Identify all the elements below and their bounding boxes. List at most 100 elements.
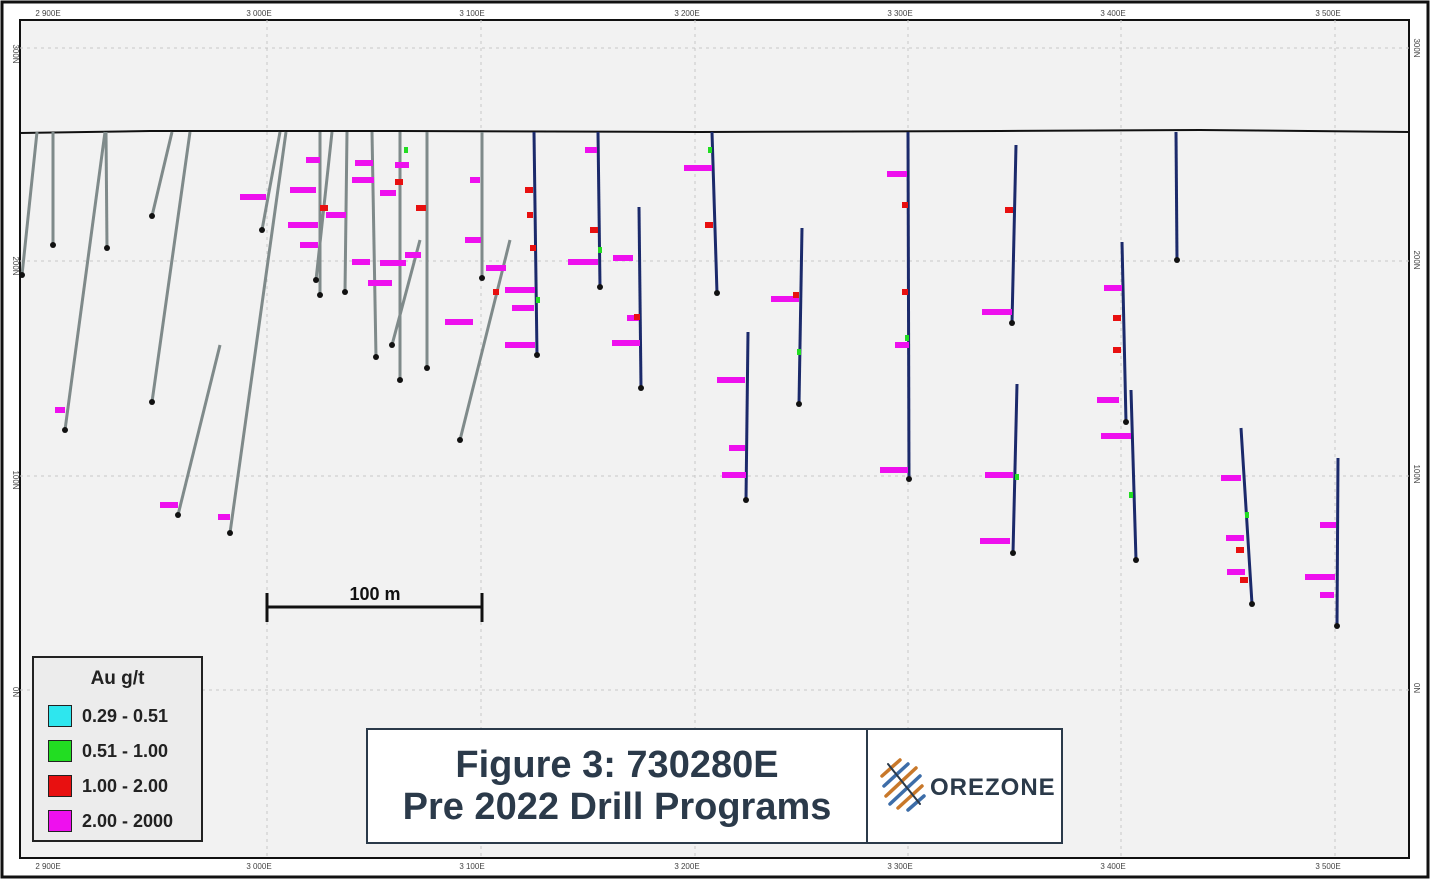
northing-label: 300N [11, 44, 20, 63]
company-logo: OREZONE [870, 730, 1061, 842]
logo-wordmark: OREZONE [930, 774, 1056, 801]
drill-hole-end [104, 245, 110, 251]
assay-intercept-bar [1305, 574, 1335, 580]
drill-hole-trace [150, 131, 174, 217]
easting-label: 3 300E [887, 862, 912, 871]
drill-hole-end [342, 289, 348, 295]
legend-title: Au g/t [90, 668, 145, 689]
orezone-logo-icon [880, 758, 926, 812]
assay-intercept-bar [326, 212, 346, 218]
assay-intercept-bar [1236, 547, 1244, 553]
drill-hole-trace [63, 131, 107, 431]
assay-intercept-bar [1320, 522, 1336, 528]
assay-intercept-bar [1005, 207, 1013, 213]
legend-label: 2.00 - 2000 [82, 810, 174, 831]
assay-intercept-bar [1113, 315, 1121, 321]
assay-intercept-bar [288, 222, 318, 228]
northing-label: 200N [1412, 250, 1421, 269]
assay-intercept-bar [980, 538, 1010, 544]
legend-swatch [48, 810, 72, 832]
legend-item: 0.51 - 1.00 [48, 739, 168, 763]
assay-intercept-bar [722, 472, 746, 478]
drill-hole-trace [797, 227, 804, 405]
assay-intercept-bar [887, 171, 907, 177]
assay-intercept-bar [320, 205, 328, 211]
drill-hole-end [457, 437, 463, 443]
scale-bar-label: 100 m [349, 584, 400, 604]
drill-hole-end [743, 497, 749, 503]
assay-intercept-bar [1226, 535, 1244, 541]
figure-title: Figure 3: 730280E Pre 2022 Drill Program… [368, 730, 866, 842]
assay-intercept-bar [505, 287, 535, 293]
drill-hole-end [638, 385, 644, 391]
assay-intercept-bar [1221, 475, 1241, 481]
drill-hole-end [373, 354, 379, 360]
easting-label: 3 500E [1315, 862, 1340, 871]
assay-intercept-bar [160, 502, 178, 508]
easting-label: 2 900E [35, 9, 60, 18]
drill-hole-end [259, 227, 265, 233]
assay-intercept-bar [1227, 569, 1245, 575]
assay-intercept-bar [1104, 285, 1122, 291]
assay-intercept-bar [493, 289, 499, 295]
northing-labels-right: 300N 200N 100N 0N [1412, 38, 1421, 693]
drill-hole-end [424, 365, 430, 371]
assay-intercept-bar [895, 342, 909, 348]
assay-intercept-bar [55, 407, 65, 413]
figure-title-line-2: Pre 2022 Drill Programs [402, 786, 832, 828]
assay-intercept-bar [880, 467, 908, 473]
assay-intercept-bar [355, 160, 373, 166]
easting-labels-top: 2 900E 3 000E 3 100E 3 200E 3 300E 3 400… [35, 9, 1340, 18]
assay-intercept-bar [982, 309, 1012, 315]
legend-swatch [48, 705, 72, 727]
drill-hole-end [313, 277, 319, 283]
northing-label: 0N [1412, 683, 1421, 693]
assay-intercept-bar [717, 377, 745, 383]
assay-intercept-bar [404, 147, 408, 153]
drill-hole-trace [532, 131, 539, 356]
drill-hole-trace [150, 131, 192, 403]
drill-hole-trace [1120, 241, 1128, 423]
assay-intercept-bar [536, 297, 540, 303]
drill-hole-trace [596, 131, 602, 288]
title-divider [866, 730, 868, 842]
assay-intercept-bar [368, 280, 392, 286]
drill-hole-trace [458, 239, 512, 441]
easting-label: 3 400E [1100, 862, 1125, 871]
easting-label: 3 200E [674, 9, 699, 18]
drill-hole-end [796, 401, 802, 407]
drill-hole-end [149, 213, 155, 219]
drill-hole-trace [176, 344, 222, 516]
assay-intercept-bar [380, 260, 406, 266]
figure-title-line-1: Figure 3: 730280E [455, 744, 779, 786]
assay-intercept-bar [705, 222, 713, 228]
drill-hole-end [906, 476, 912, 482]
assay-intercept-bar [905, 335, 909, 341]
drill-hole-end [149, 399, 155, 405]
drill-hole-trace [1174, 131, 1179, 261]
legend-label: 0.29 - 0.51 [82, 705, 169, 726]
grid-lines [20, 20, 1409, 858]
assay-intercept-bar [771, 296, 799, 302]
northing-label: 200N [11, 256, 20, 275]
drill-hole-end [1010, 550, 1016, 556]
assay-intercept-bar [590, 227, 598, 233]
assay-intercept-bar [568, 259, 598, 265]
easting-label: 2 900E [35, 862, 60, 871]
assay-intercept-bar [290, 187, 316, 193]
legend-swatch [48, 775, 72, 797]
assay-intercept-bar [395, 162, 409, 168]
assay-intercept-bar [627, 315, 639, 321]
drill-hole-end [714, 290, 720, 296]
drill-hole-end [1334, 623, 1340, 629]
legend-label: 1.00 - 2.00 [82, 775, 169, 796]
drill-hole-trace [710, 131, 719, 294]
easting-label: 3 000E [246, 862, 271, 871]
drill-hole-end [389, 342, 395, 348]
easting-label: 3 200E [674, 862, 699, 871]
drill-hole-end [227, 530, 233, 536]
drill-holes [19, 131, 1340, 629]
easting-label: 3 300E [887, 9, 912, 18]
assay-intercept-bar [470, 177, 480, 183]
drill-hole-end [1133, 557, 1139, 563]
